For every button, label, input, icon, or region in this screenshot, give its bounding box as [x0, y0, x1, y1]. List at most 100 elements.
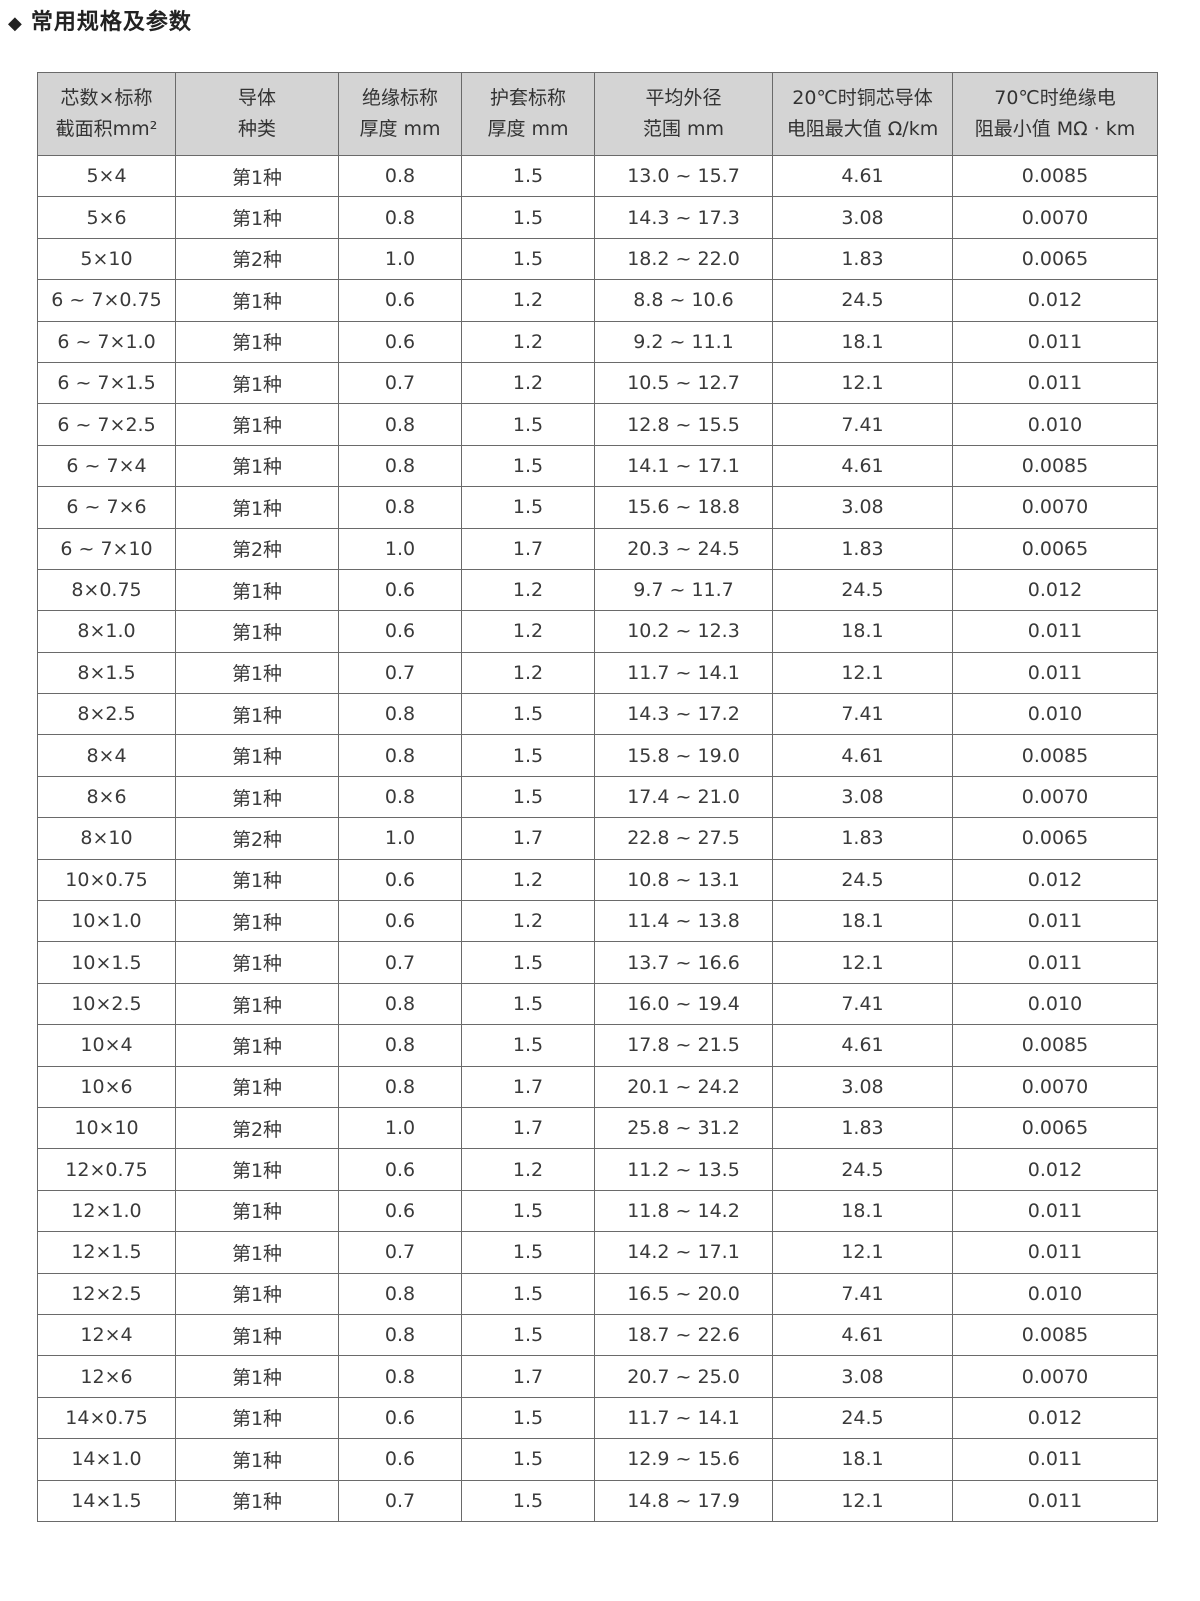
- table-row: 8×10 第2种 1.0 1.7 22.8 ~ 27.5 1.83 0.0065: [37, 817, 1158, 860]
- cell-insulation-resistance: 0.011: [952, 361, 1158, 405]
- cell-conductor-resistance: 1.83: [772, 817, 953, 860]
- cell-cores-cross-section: 10×2.5: [37, 982, 176, 1026]
- cell-sheath-thickness: 1.5: [461, 1396, 595, 1440]
- cell-insulation-resistance: 0.010: [952, 1272, 1158, 1315]
- table-row: 6 ~ 7×4 第1种 0.8 1.5 14.1 ~ 17.1 4.61 0.0085: [37, 444, 1158, 488]
- cell-insulation-thickness: 0.8: [338, 1024, 462, 1067]
- cell-conductor-class: 第2种: [175, 527, 339, 570]
- cell-insulation-thickness: 1.0: [338, 817, 462, 860]
- cell-conductor-class: 第1种: [175, 1479, 339, 1522]
- cell-conductor-class: 第1种: [175, 734, 339, 777]
- cell-cores-cross-section: 14×0.75: [37, 1396, 176, 1440]
- table-row: 6 ~ 7×10 第2种 1.0 1.7 20.3 ~ 24.5 1.83 0.0065: [37, 527, 1158, 570]
- cell-cores-cross-section: 6 ~ 7×0.75: [37, 279, 176, 322]
- cell-insulation-resistance: 0.011: [952, 1438, 1158, 1481]
- cell-insulation-resistance: 0.0065: [952, 817, 1158, 860]
- cell-outer-diameter-range: 10.8 ~ 13.1: [594, 858, 773, 902]
- cell-insulation-resistance: 0.0085: [952, 1313, 1158, 1357]
- cell-conductor-class: 第1种: [175, 693, 339, 736]
- cell-sheath-thickness: 1.5: [461, 237, 595, 281]
- cell-sheath-thickness: 1.5: [461, 154, 595, 198]
- cell-cores-cross-section: 12×0.75: [37, 1148, 176, 1191]
- diamond-bullet-icon: ◆: [8, 13, 23, 34]
- cell-sheath-thickness: 1.2: [461, 858, 595, 902]
- cell-conductor-class: 第1种: [175, 858, 339, 902]
- table-row: 8×4 第1种 0.8 1.5 15.8 ~ 19.0 4.61 0.0085: [37, 734, 1158, 777]
- header-line: 厚度 mm: [359, 118, 441, 140]
- cell-outer-diameter-range: 11.8 ~ 14.2: [594, 1189, 773, 1233]
- cell-sheath-thickness: 1.5: [461, 734, 595, 777]
- table-row: 5×4 第1种 0.8 1.5 13.0 ~ 15.7 4.61 0.0085: [37, 154, 1158, 198]
- cell-conductor-class: 第1种: [175, 1355, 339, 1398]
- table-row: 8×6 第1种 0.8 1.5 17.4 ~ 21.0 3.08 0.0070: [37, 775, 1158, 819]
- cell-insulation-thickness: 0.8: [338, 196, 462, 239]
- cell-insulation-thickness: 0.8: [338, 734, 462, 777]
- cell-sheath-thickness: 1.7: [461, 817, 595, 860]
- cell-outer-diameter-range: 15.6 ~ 18.8: [594, 486, 773, 529]
- cell-conductor-class: 第1种: [175, 1148, 339, 1191]
- header-sheath-thickness: 护套标称 厚度 mm: [461, 72, 595, 156]
- table-row: 10×0.75 第1种 0.6 1.2 10.8 ~ 13.1 24.5 0.012: [37, 858, 1158, 902]
- cell-outer-diameter-range: 14.1 ~ 17.1: [594, 444, 773, 488]
- cell-sheath-thickness: 1.5: [461, 1438, 595, 1481]
- cell-insulation-thickness: 0.7: [338, 1479, 462, 1522]
- table-row: 8×1.5 第1种 0.7 1.2 11.7 ~ 14.1 12.1 0.011: [37, 651, 1158, 695]
- header-insulation-resistance: 70℃时绝缘电 阻最小值 MΩ · km: [952, 72, 1158, 156]
- table-row: 6 ~ 7×2.5 第1种 0.8 1.5 12.8 ~ 15.5 7.41 0.010: [37, 403, 1158, 446]
- cell-insulation-thickness: 1.0: [338, 1106, 462, 1150]
- cell-conductor-class: 第1种: [175, 196, 339, 239]
- cell-conductor-resistance: 24.5: [772, 1148, 953, 1191]
- table-row: 10×10 第2种 1.0 1.7 25.8 ~ 31.2 1.83 0.0065: [37, 1106, 1158, 1150]
- cell-conductor-resistance: 4.61: [772, 734, 953, 777]
- cell-conductor-resistance: 4.61: [772, 1024, 953, 1067]
- header-line: 70℃时绝缘电: [994, 87, 1116, 109]
- cell-insulation-resistance: 0.0085: [952, 1024, 1158, 1067]
- table-row: 12×1.0 第1种 0.6 1.5 11.8 ~ 14.2 18.1 0.011: [37, 1189, 1158, 1233]
- cell-conductor-resistance: 3.08: [772, 1065, 953, 1108]
- cell-insulation-resistance: 0.0070: [952, 1355, 1158, 1398]
- cell-insulation-resistance: 0.011: [952, 900, 1158, 943]
- cell-insulation-thickness: 0.6: [338, 1148, 462, 1191]
- cell-sheath-thickness: 1.5: [461, 1479, 595, 1522]
- table-row: 5×10 第2种 1.0 1.5 18.2 ~ 22.0 1.83 0.0065: [37, 237, 1158, 281]
- table-row: 6 ~ 7×1.5 第1种 0.7 1.2 10.5 ~ 12.7 12.1 0.011: [37, 361, 1158, 405]
- cell-cores-cross-section: 6 ~ 7×10: [37, 527, 176, 570]
- cell-insulation-resistance: 0.011: [952, 941, 1158, 984]
- cell-outer-diameter-range: 11.4 ~ 13.8: [594, 900, 773, 943]
- cell-conductor-resistance: 4.61: [772, 1313, 953, 1357]
- cell-sheath-thickness: 1.5: [461, 486, 595, 529]
- header-outer-diameter-range: 平均外径 范围 mm: [594, 72, 773, 156]
- cell-insulation-thickness: 0.6: [338, 320, 462, 363]
- cell-sheath-thickness: 1.2: [461, 651, 595, 695]
- cell-insulation-resistance: 0.011: [952, 651, 1158, 695]
- cell-sheath-thickness: 1.5: [461, 1272, 595, 1315]
- cell-cores-cross-section: 8×2.5: [37, 693, 176, 736]
- cell-conductor-resistance: 7.41: [772, 403, 953, 446]
- cell-sheath-thickness: 1.7: [461, 1106, 595, 1150]
- cell-sheath-thickness: 1.2: [461, 610, 595, 653]
- cell-conductor-class: 第1种: [175, 941, 339, 984]
- table-row: 10×4 第1种 0.8 1.5 17.8 ~ 21.5 4.61 0.0085: [37, 1024, 1158, 1067]
- cell-cores-cross-section: 8×4: [37, 734, 176, 777]
- cell-cores-cross-section: 12×6: [37, 1355, 176, 1398]
- cell-conductor-class: 第1种: [175, 568, 339, 612]
- cell-insulation-thickness: 0.8: [338, 1272, 462, 1315]
- table-row: 5×6 第1种 0.8 1.5 14.3 ~ 17.3 3.08 0.0070: [37, 196, 1158, 239]
- cell-insulation-resistance: 0.0070: [952, 1065, 1158, 1108]
- header-line: 电阻最大值 Ω/km: [786, 118, 939, 140]
- header-line: 芯数×标称: [60, 87, 153, 109]
- cell-insulation-thickness: 0.6: [338, 568, 462, 612]
- cell-outer-diameter-range: 18.2 ~ 22.0: [594, 237, 773, 281]
- cell-outer-diameter-range: 22.8 ~ 27.5: [594, 817, 773, 860]
- header-line: 护套标称: [489, 87, 566, 109]
- cell-insulation-resistance: 0.012: [952, 279, 1158, 322]
- cell-outer-diameter-range: 11.2 ~ 13.5: [594, 1148, 773, 1191]
- cell-conductor-resistance: 3.08: [772, 196, 953, 239]
- cell-sheath-thickness: 1.5: [461, 982, 595, 1026]
- cell-sheath-thickness: 1.7: [461, 527, 595, 570]
- cell-outer-diameter-range: 14.3 ~ 17.3: [594, 196, 773, 239]
- cell-insulation-resistance: 0.0065: [952, 237, 1158, 281]
- cell-cores-cross-section: 8×1.5: [37, 651, 176, 695]
- table-row: 12×6 第1种 0.8 1.7 20.7 ~ 25.0 3.08 0.0070: [37, 1355, 1158, 1398]
- table-row: 12×4 第1种 0.8 1.5 18.7 ~ 22.6 4.61 0.0085: [37, 1313, 1158, 1357]
